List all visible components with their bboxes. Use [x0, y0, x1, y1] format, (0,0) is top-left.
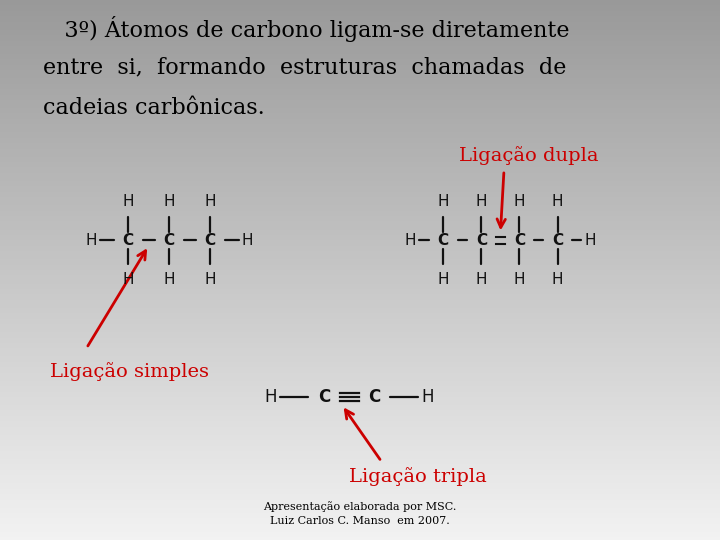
Text: C: C [514, 233, 525, 248]
Text: H: H [438, 194, 449, 209]
Text: H: H [163, 194, 175, 209]
Text: H: H [122, 272, 134, 287]
Text: Apresentação elaborada por MSC.
Luiz Carlos C. Manso  em 2007.: Apresentação elaborada por MSC. Luiz Car… [264, 502, 456, 526]
Text: C: C [204, 233, 216, 248]
Text: H: H [514, 272, 525, 287]
Text: cadeias carbônicas.: cadeias carbônicas. [43, 97, 265, 119]
Text: H: H [204, 272, 216, 287]
Text: H: H [476, 272, 487, 287]
Text: C: C [318, 388, 330, 406]
Text: C: C [122, 233, 134, 248]
Text: H: H [241, 233, 253, 248]
Text: 3º) Átomos de carbono ligam-se diretamente: 3º) Átomos de carbono ligam-se diretamen… [43, 16, 570, 42]
Text: H: H [405, 233, 416, 248]
Text: H: H [552, 194, 563, 209]
Text: C: C [552, 233, 563, 248]
Text: H: H [86, 233, 97, 248]
Text: entre  si,  formando  estruturas  chamadas  de: entre si, formando estruturas chamadas d… [43, 57, 567, 79]
Text: C: C [163, 233, 175, 248]
Text: H: H [265, 388, 277, 406]
Text: H: H [514, 194, 525, 209]
Text: H: H [438, 272, 449, 287]
Text: Ligação tripla: Ligação tripla [348, 467, 487, 486]
Text: H: H [163, 272, 175, 287]
Text: C: C [438, 233, 449, 248]
Text: C: C [476, 233, 487, 248]
Text: H: H [552, 272, 563, 287]
Text: Ligação dupla: Ligação dupla [459, 146, 599, 165]
Text: H: H [122, 194, 134, 209]
Text: H: H [421, 388, 433, 406]
Text: C: C [368, 388, 381, 406]
Text: Ligação simples: Ligação simples [50, 362, 210, 381]
Text: H: H [204, 194, 216, 209]
Text: H: H [476, 194, 487, 209]
Text: H: H [585, 233, 596, 248]
